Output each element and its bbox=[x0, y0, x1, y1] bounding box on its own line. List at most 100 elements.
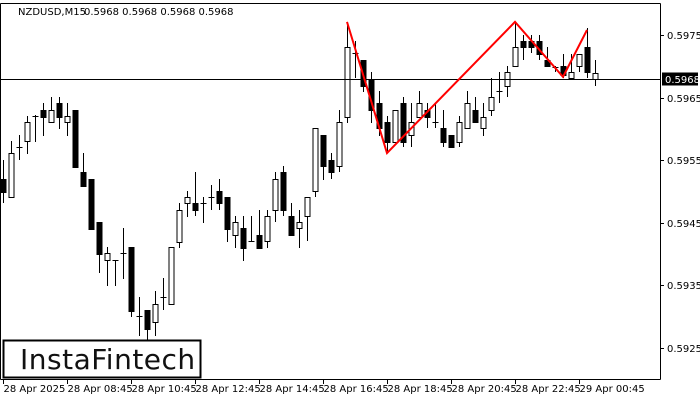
candle-body-bullish bbox=[184, 197, 191, 204]
current-price-tag: 0.5968 bbox=[662, 72, 700, 86]
candle bbox=[144, 310, 151, 340]
candle bbox=[304, 197, 311, 241]
candle-body-bullish bbox=[456, 122, 463, 143]
candle bbox=[464, 91, 471, 129]
candle bbox=[16, 135, 23, 160]
candle bbox=[24, 116, 31, 154]
candle-body-bullish bbox=[296, 222, 303, 229]
candle-body-bullish bbox=[264, 216, 271, 242]
candle-body-bullish bbox=[152, 304, 159, 323]
candle bbox=[272, 172, 279, 222]
candle-body-bearish bbox=[144, 310, 151, 330]
candle bbox=[400, 97, 407, 147]
candle-body-bearish bbox=[56, 103, 63, 118]
candle bbox=[328, 153, 335, 179]
candle-body-bearish bbox=[128, 247, 135, 312]
candle bbox=[208, 185, 215, 210]
candle bbox=[584, 28, 591, 78]
candle bbox=[152, 291, 159, 336]
candle bbox=[112, 260, 119, 286]
svg-text:0.5968: 0.5968 bbox=[665, 75, 700, 86]
candle bbox=[120, 228, 127, 279]
candle bbox=[496, 72, 503, 103]
candle-body-bullish bbox=[512, 47, 519, 67]
candle-body-bearish bbox=[240, 228, 247, 249]
candle bbox=[512, 22, 519, 67]
candle-body-bearish bbox=[400, 103, 407, 143]
candle bbox=[320, 135, 327, 180]
candle bbox=[440, 110, 447, 147]
candle bbox=[416, 91, 423, 118]
candle bbox=[432, 103, 439, 128]
y-tick-label: 0.5965 bbox=[667, 94, 700, 105]
candle bbox=[200, 197, 207, 223]
candle bbox=[520, 35, 527, 60]
y-tick-label: 0.5955 bbox=[667, 156, 700, 167]
candle-body-bearish bbox=[216, 191, 223, 204]
pattern-line bbox=[346, 20, 588, 156]
candle-body-bullish bbox=[488, 97, 495, 111]
candle-body-bearish bbox=[384, 122, 391, 143]
candle bbox=[56, 97, 63, 129]
candle bbox=[184, 191, 191, 217]
candle bbox=[472, 97, 479, 123]
candle-body-bullish bbox=[64, 116, 71, 123]
candle bbox=[392, 110, 399, 143]
candle bbox=[336, 110, 343, 172]
candle bbox=[0, 160, 7, 203]
x-tick-label: 28 Apr 14:45 bbox=[260, 384, 325, 395]
candle-body-bullish bbox=[480, 117, 487, 129]
candle bbox=[248, 216, 255, 242]
candle bbox=[160, 278, 167, 310]
candle-body-bullish bbox=[176, 210, 183, 243]
candle bbox=[480, 103, 487, 136]
candle bbox=[40, 103, 47, 136]
candle-body-bullish bbox=[416, 103, 423, 118]
candle-body-bearish bbox=[440, 128, 447, 143]
candle-body-bearish bbox=[256, 235, 263, 249]
candle-body-bearish bbox=[0, 179, 7, 193]
candle bbox=[72, 110, 79, 168]
chart-symbol: NZDUSD,M15 bbox=[18, 7, 86, 18]
candle bbox=[288, 203, 295, 236]
candle bbox=[192, 172, 199, 216]
candle bbox=[224, 197, 231, 242]
candle bbox=[8, 141, 15, 198]
candle-body-bearish bbox=[224, 197, 231, 230]
candle-body-bearish bbox=[520, 41, 527, 48]
candle bbox=[88, 179, 95, 230]
x-tick-label: 28 Apr 2025 bbox=[4, 384, 66, 395]
candle-body-bullish bbox=[8, 153, 15, 198]
candles-group bbox=[0, 22, 599, 340]
y-tick-label: 0.5945 bbox=[667, 219, 700, 230]
candle bbox=[176, 203, 183, 248]
candle bbox=[384, 116, 391, 153]
candle bbox=[312, 128, 319, 197]
candle bbox=[96, 222, 103, 273]
candle bbox=[296, 210, 303, 248]
x-tick-label: 28 Apr 22:45 bbox=[516, 384, 581, 395]
instafintech-logo: InstaFintech bbox=[2, 339, 202, 379]
candle bbox=[136, 297, 143, 336]
candle-body-bullish bbox=[304, 197, 311, 217]
candle-body-bullish bbox=[344, 47, 351, 118]
candle bbox=[264, 210, 271, 248]
x-tick-label: 28 Apr 10:45 bbox=[132, 384, 197, 395]
candle-body-bullish bbox=[392, 110, 399, 143]
candle bbox=[568, 54, 575, 79]
x-tick-label: 28 Apr 12:45 bbox=[196, 384, 261, 395]
candle bbox=[488, 78, 495, 116]
candle bbox=[104, 247, 111, 286]
candle bbox=[456, 116, 463, 147]
candle-body-bearish bbox=[192, 203, 199, 211]
candle-body-bullish bbox=[48, 110, 55, 123]
x-tick-label: 28 Apr 20:45 bbox=[452, 384, 517, 395]
price-axis: 0.5975 0.5965 0.5955 0.5945 0.5935 0.5925 bbox=[660, 31, 700, 355]
candle-body-bearish bbox=[584, 47, 591, 73]
x-tick-label: 28 Apr 08:45 bbox=[68, 384, 133, 395]
candle-body-bullish bbox=[232, 222, 239, 236]
x-tick-label: 29 Apr 00:45 bbox=[580, 384, 645, 395]
candle-body-bullish bbox=[576, 54, 583, 67]
candle-body-bearish bbox=[88, 179, 95, 230]
